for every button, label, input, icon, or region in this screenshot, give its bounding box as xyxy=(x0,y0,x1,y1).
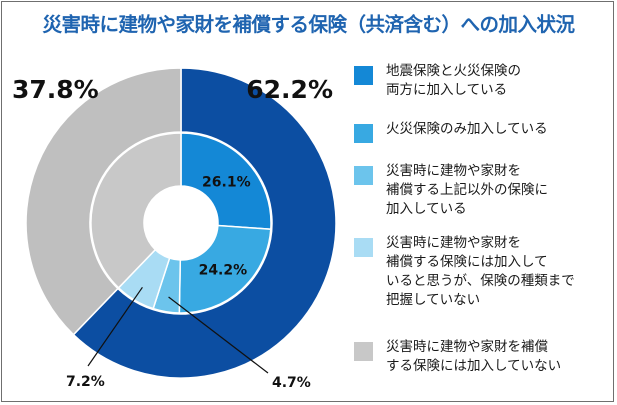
legend-label-2: 災害時に建物や家財を 補償する上記以外の保険に 加入している xyxy=(386,163,548,217)
leader-line-2 xyxy=(168,296,269,374)
leader-lines xyxy=(87,286,269,374)
legend-swatch-4 xyxy=(354,342,373,361)
callout-label-2: 4.7% xyxy=(272,375,311,391)
leader-line-3 xyxy=(87,286,143,367)
value-labels: 37.8% 62.2% 26.1% 24.2% 4.7% 7.2% xyxy=(12,75,333,391)
legend-swatch-1 xyxy=(354,124,373,143)
inner-slice-4 xyxy=(90,132,182,289)
legend-label-3: 災害時に建物や家財を 補償する保険には加入して いると思うが、保険の種類まで 把… xyxy=(386,235,575,308)
outer-slice-0 xyxy=(72,67,337,379)
inner-label-0: 26.1% xyxy=(202,175,251,191)
legend-swatch-2 xyxy=(354,166,373,185)
legend-swatch-3 xyxy=(354,238,373,257)
inner-slice-0 xyxy=(180,132,272,231)
outer-label-1: 37.8% xyxy=(12,75,99,104)
inner-ring xyxy=(90,132,272,314)
outer-label-0: 62.2% xyxy=(246,75,333,104)
legend-label-4: 災害時に建物や家財を補償 する保険には加入していない xyxy=(386,339,562,374)
legend-label-1: 火災保険のみ加入している xyxy=(386,121,548,137)
chart-title: 災害時に建物や家財を補償する保険（共済含む）への加入状況 xyxy=(42,13,575,36)
callout-label-3: 7.2% xyxy=(66,374,105,390)
inner-slice-1 xyxy=(178,224,272,314)
outer-ring xyxy=(25,67,337,379)
outer-slice-1 xyxy=(25,67,182,336)
legend-label-0: 地震保険と火災保険の 両方に加入している xyxy=(386,63,521,98)
legend-swatch-0 xyxy=(354,66,373,85)
inner-label-1: 24.2% xyxy=(199,263,248,279)
